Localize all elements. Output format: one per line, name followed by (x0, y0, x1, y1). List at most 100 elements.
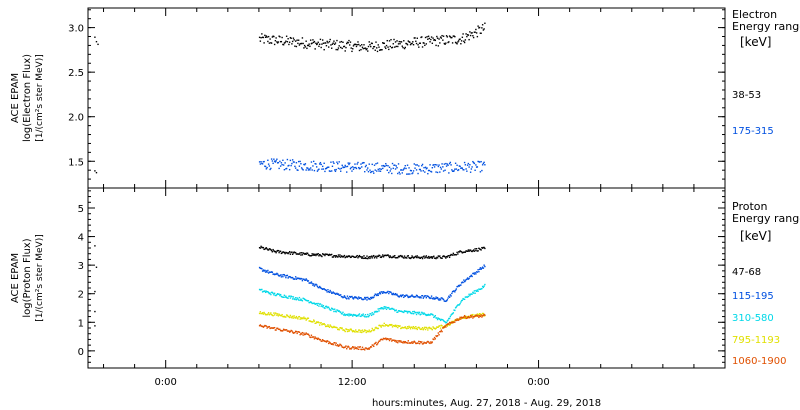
data-point (363, 255, 365, 257)
data-point (425, 43, 428, 45)
data-point (479, 171, 482, 173)
data-point (261, 325, 264, 328)
data-point (469, 295, 471, 297)
data-point (399, 43, 401, 45)
data-point (328, 326, 331, 328)
data-point (427, 255, 430, 258)
data-point (309, 301, 312, 303)
data-point (360, 315, 362, 318)
data-point (297, 42, 299, 45)
data-point (319, 286, 322, 289)
data-point (445, 35, 448, 37)
data-point (318, 255, 320, 257)
data-point (360, 348, 362, 351)
data-point (424, 328, 427, 331)
data-point (290, 277, 292, 279)
data-point (483, 313, 485, 316)
data-point (368, 41, 370, 43)
data-point (282, 329, 284, 332)
data-point (332, 326, 334, 329)
data-point (314, 303, 316, 306)
data-point (392, 43, 394, 45)
data-point (403, 167, 406, 169)
data-point (373, 345, 375, 348)
data-point (302, 278, 304, 280)
data-point (325, 305, 328, 308)
data-point (436, 335, 438, 338)
data-point (282, 275, 284, 278)
data-point (462, 33, 464, 35)
data-point (314, 48, 316, 50)
data-point (317, 337, 319, 339)
data-point (431, 341, 434, 343)
data-point (382, 337, 385, 340)
data-point (266, 36, 268, 38)
data-point (472, 250, 474, 252)
data-point (357, 346, 359, 348)
data-point (480, 32, 482, 34)
data-point (343, 329, 345, 331)
data-point (460, 43, 462, 45)
data-point (454, 35, 456, 38)
legend-title: [keV] (740, 229, 771, 243)
data-point (367, 45, 370, 48)
data-point (312, 253, 315, 255)
data-point (301, 317, 304, 319)
data-point (95, 171, 98, 174)
data-point (300, 333, 303, 335)
data-point (414, 341, 416, 343)
data-point (366, 348, 368, 350)
data-point (450, 321, 452, 324)
data-point (289, 276, 292, 278)
data-point (436, 171, 439, 174)
data-point (402, 169, 404, 171)
data-point (400, 341, 403, 343)
data-point (403, 342, 406, 344)
data-point (371, 344, 373, 346)
data-point (457, 319, 460, 321)
data-point (288, 276, 290, 278)
data-point (327, 166, 329, 168)
data-point (403, 327, 405, 329)
data-point (396, 311, 398, 313)
data-point (476, 315, 479, 317)
data-point (327, 46, 330, 48)
data-point (264, 312, 266, 315)
data-point (277, 293, 280, 295)
data-point (360, 163, 362, 165)
data-point (292, 332, 295, 334)
data-point (321, 255, 323, 258)
data-point (369, 331, 371, 333)
data-point (373, 294, 376, 297)
data-point (454, 291, 456, 293)
data-point (364, 165, 367, 168)
data-point (306, 167, 308, 169)
data-point (322, 304, 325, 307)
data-point (324, 170, 326, 173)
data-point (412, 295, 414, 297)
data-point (297, 39, 300, 41)
data-point (338, 329, 340, 331)
data-point (384, 46, 386, 48)
data-point (409, 257, 411, 259)
data-point (434, 314, 437, 317)
data-point (281, 274, 283, 276)
data-point (275, 160, 277, 162)
data-point (291, 295, 293, 298)
data-point (413, 327, 415, 329)
data-point (403, 326, 406, 329)
data-point (338, 344, 340, 347)
data-point (390, 168, 392, 170)
data-point (427, 295, 430, 298)
data-point (336, 255, 338, 258)
data-point (335, 48, 337, 51)
data-point (314, 162, 316, 165)
data-point (306, 44, 309, 47)
data-point (395, 341, 397, 343)
data-point (412, 313, 415, 315)
data-point (412, 41, 414, 43)
data-point (376, 257, 378, 259)
data-point (431, 42, 434, 44)
data-point (397, 163, 400, 165)
